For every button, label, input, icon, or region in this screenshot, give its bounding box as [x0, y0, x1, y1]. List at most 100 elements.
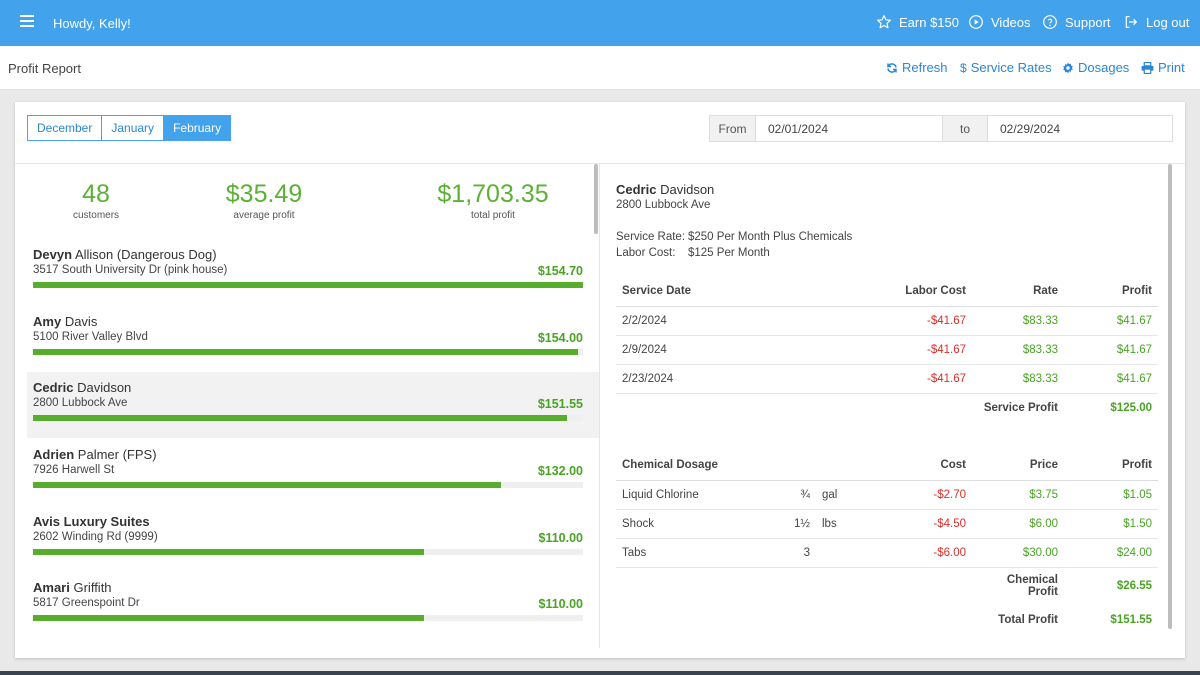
customer-row[interactable]: Amy Davis 5100 River Valley Blvd $154.00: [27, 306, 599, 372]
from-date-input[interactable]: [756, 116, 942, 141]
total-profit-row: Total Profit $151.55: [616, 605, 1158, 634]
customer-row-selected[interactable]: Cedric Davidson 2800 Lubbock Ave $151.55: [27, 372, 599, 438]
average-profit-stat: $35.49 average profit: [214, 179, 314, 221]
service-profit-row: Service Profit $125.00: [616, 393, 1158, 422]
labor-cost: -$41.67: [846, 364, 972, 394]
logout-link[interactable]: Log out: [1123, 14, 1189, 30]
chemical-profit: $1.05: [1064, 480, 1158, 510]
chemical-quantity: ¾: [786, 480, 816, 510]
earn-label: Earn $150: [899, 14, 959, 30]
chemical-cost: -$2.70: [856, 480, 972, 510]
taskbar-strip: [0, 671, 1200, 675]
service-rate-value: $250 Per Month Plus Chemicals: [688, 231, 853, 243]
top-bar: Howdy, Kelly! Earn $150 Videos Support L…: [0, 0, 1200, 46]
left-scrollbar[interactable]: [594, 164, 598, 234]
customers-stat: 48 customers: [46, 179, 146, 221]
service-profit-value: $125.00: [1110, 401, 1152, 414]
customer-last-name: Davis: [64, 314, 98, 329]
customer-address: 7926 Harwell St: [33, 464, 115, 476]
customer-address: 5100 River Valley Blvd: [33, 331, 148, 343]
customer-address: 2602 Winding Rd (9999): [33, 531, 158, 543]
customer-profit: $154.70: [537, 264, 583, 278]
print-button[interactable]: Print: [1141, 60, 1185, 75]
profit-bar: [33, 549, 583, 555]
profit: $41.67: [1064, 364, 1158, 394]
customers-label: customers: [72, 210, 120, 221]
customer-profit: $151.55: [537, 397, 583, 411]
printer-icon: [1141, 61, 1154, 74]
star-icon: [877, 15, 891, 29]
total-profit-value: $151.55: [1110, 613, 1152, 626]
service-rates-button[interactable]: $ Service Rates: [960, 60, 1052, 75]
customer-first-name: Cedric: [33, 380, 74, 395]
profit-bar: [33, 282, 583, 288]
dollar-icon: $: [960, 60, 967, 75]
dosages-label: Dosages: [1078, 60, 1130, 75]
right-scrollbar[interactable]: [1168, 164, 1172, 629]
total-profit-label: total profit: [471, 210, 515, 221]
customer-first-name: Avis Luxury Suites: [33, 514, 150, 529]
menu-icon[interactable]: [20, 15, 34, 29]
profit: $41.67: [1064, 335, 1158, 365]
column-header: Cost: [856, 451, 972, 481]
chemical-price: $6.00: [972, 509, 1064, 539]
report-card: December January February From to 48 cus…: [15, 102, 1185, 658]
customer-row[interactable]: Devyn Allison (Dangerous Dog) 3517 South…: [27, 239, 599, 305]
play-icon: [969, 15, 983, 29]
customer-address: 2800 Lubbock Ave: [33, 397, 128, 409]
detail-first-name: Cedric: [616, 182, 657, 197]
customer-address: 5817 Greenspoint Dr: [33, 597, 140, 609]
divider: [15, 163, 1185, 164]
customers-count: 48: [82, 180, 110, 208]
earn-link[interactable]: Earn $150: [876, 14, 959, 30]
customer-profit: $110.00: [538, 531, 584, 545]
profit-bar-fill: [33, 482, 501, 488]
profit-bar-fill: [33, 615, 424, 621]
dosages-button[interactable]: Dosages: [1062, 60, 1129, 75]
panel-divider: [599, 164, 600, 648]
table-header-row: Chemical Dosage Cost Price Profit: [616, 451, 1158, 481]
chemical-cost: -$4.50: [856, 509, 972, 539]
service-date: 2/2/2024: [616, 306, 846, 336]
chemical-price: $30.00: [972, 538, 1064, 568]
labor-cost: -$41.67: [846, 306, 972, 336]
customer-profit: $110.00: [538, 597, 584, 611]
table-row: 2/2/2024 -$41.67 $83.33 $41.67: [616, 306, 1158, 336]
support-link[interactable]: Support: [1042, 14, 1111, 30]
month-january-button[interactable]: January: [102, 115, 165, 141]
chemical-price: $3.75: [972, 480, 1064, 510]
refresh-icon: [887, 62, 897, 73]
average-profit-value: $35.49: [225, 180, 303, 208]
refresh-button[interactable]: Refresh: [886, 60, 948, 75]
customer-profit: $132.00: [537, 464, 583, 478]
to-date-input[interactable]: [988, 116, 1172, 141]
date-range: From to: [709, 115, 1173, 142]
customer-list-panel: 48 customers $35.49 average profit $1,70…: [27, 164, 599, 648]
chemical-name: Tabs: [616, 538, 786, 568]
chemical-unit: [816, 538, 856, 568]
customer-row[interactable]: Adrien Palmer (FPS) 7926 Harwell St $132…: [27, 439, 599, 505]
chemical-quantity: 1½: [786, 509, 816, 539]
profit-bar-fill: [33, 415, 567, 421]
logout-label: Log out: [1146, 14, 1190, 30]
chemical-profit: $24.00: [1064, 538, 1158, 568]
chemical-profit-value: $26.55: [1116, 580, 1152, 593]
column-header: Profit: [1064, 277, 1158, 307]
month-december-button[interactable]: December: [27, 115, 103, 141]
sub-header: Profit Report Refresh $ Service Rates Do…: [0, 46, 1200, 90]
chemical-profit-row: Chemical Profit $26.55: [616, 567, 1158, 605]
customer-row[interactable]: Avis Luxury Suites 2602 Winding Rd (9999…: [27, 506, 599, 572]
gear-icon: [1063, 62, 1073, 73]
table-row: 2/23/2024 -$41.67 $83.33 $41.67: [616, 364, 1158, 394]
column-header: Rate: [972, 277, 1064, 307]
rate: $83.33: [972, 364, 1064, 394]
service-rates-label: Service Rates: [970, 60, 1052, 75]
customer-row[interactable]: Amari Griffith 5817 Greenspoint Dr $110.…: [27, 572, 599, 638]
month-february-button[interactable]: February: [164, 115, 232, 141]
refresh-label: Refresh: [902, 60, 948, 75]
customer-first-name: Adrien: [33, 447, 75, 462]
customer-profit: $154.00: [537, 331, 583, 345]
customer-first-name: Devyn: [33, 247, 73, 262]
customer-last-name: Davidson: [77, 380, 132, 395]
videos-link[interactable]: Videos: [968, 14, 1031, 30]
